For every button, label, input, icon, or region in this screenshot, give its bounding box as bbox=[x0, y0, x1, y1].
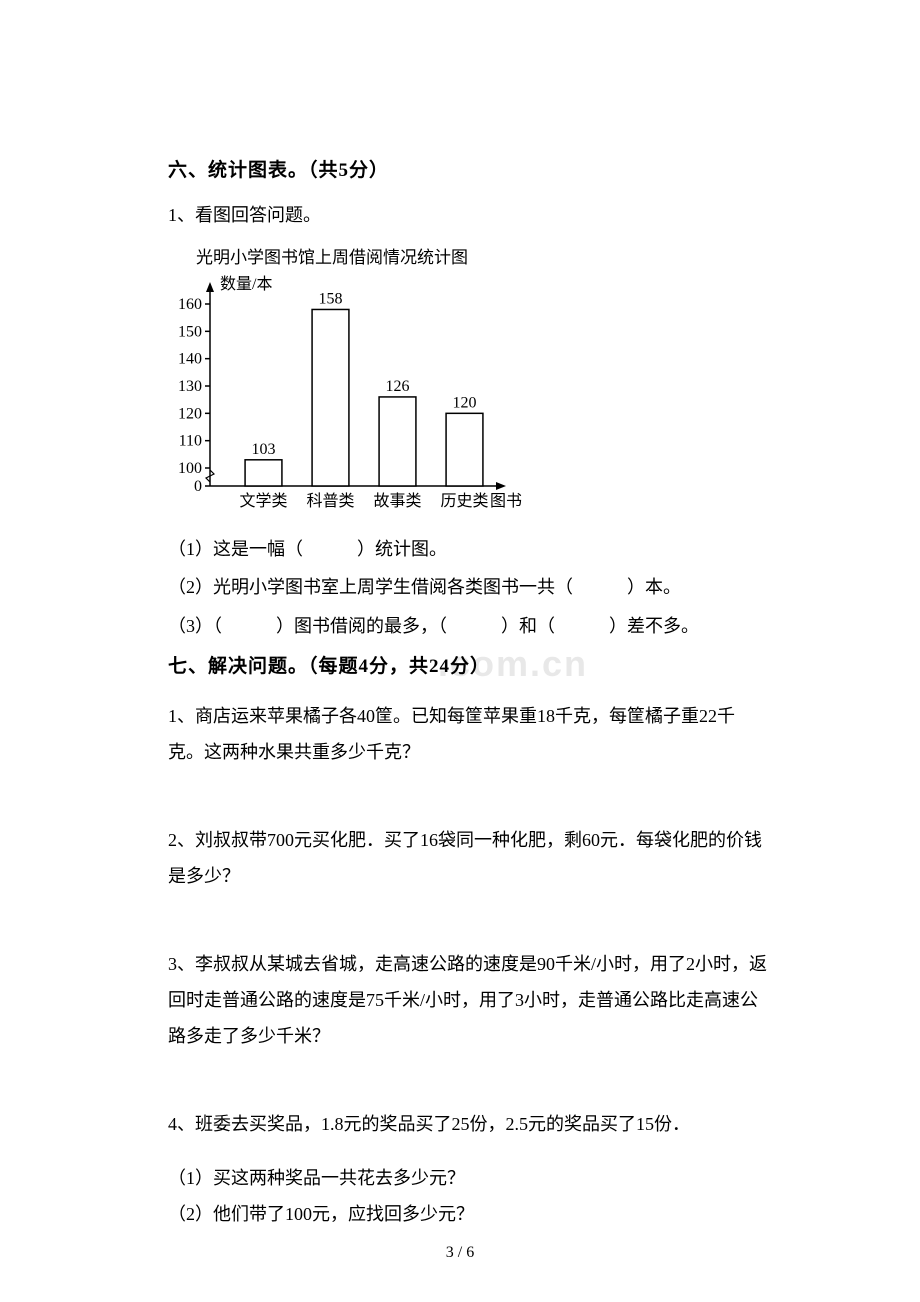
q1-label: 1、看图回答问题。 bbox=[168, 200, 770, 231]
svg-text:150: 150 bbox=[178, 323, 202, 340]
y-axis-title: 数量/本 bbox=[220, 270, 272, 294]
problem-4b: （2）他们带了100元，应找回多少元？ bbox=[168, 1196, 770, 1232]
sub2-suffix: ）本。 bbox=[627, 577, 681, 597]
blank bbox=[573, 577, 627, 597]
svg-text:103: 103 bbox=[252, 440, 276, 457]
problem-3: 3、李叔叔从某城去省城，走高速公路的速度是90千米/小时，用了2小时，返回时走普… bbox=[168, 946, 770, 1054]
svg-text:120: 120 bbox=[453, 394, 477, 411]
svg-text:历史类: 历史类 bbox=[440, 492, 488, 510]
svg-text:140: 140 bbox=[178, 350, 202, 367]
page-number: 3 / 6 bbox=[0, 1244, 920, 1262]
chart-svg: 0100 110 120 130 140 150 160 103 文学类 158 科普类 126 故事类… bbox=[168, 276, 528, 516]
chart-title: 光明小学图书馆上周借阅情况统计图 bbox=[168, 243, 770, 268]
section6-heading: 六、统计图表。（共5分） bbox=[168, 155, 770, 182]
sub3-a: （3）（ bbox=[168, 616, 222, 636]
sub3-b: ）图书借阅的最多，（ bbox=[276, 616, 447, 636]
bar-chart: 数量/本 0100110120130140150160103文学类158科普类1… bbox=[168, 276, 770, 521]
svg-text:160: 160 bbox=[178, 296, 202, 313]
svg-text:130: 130 bbox=[178, 378, 202, 395]
problem-1: 1、商店运来苹果橘子各40筐。已知每筐苹果重18千克，每筐橘子重22千克。这两种… bbox=[168, 698, 770, 770]
blank bbox=[222, 616, 276, 636]
svg-text:110: 110 bbox=[179, 432, 202, 449]
svg-text:图书: 图书 bbox=[490, 492, 522, 510]
svg-text:158: 158 bbox=[319, 290, 343, 307]
svg-text:126: 126 bbox=[386, 378, 410, 395]
problem-2: 2、刘叔叔带700元买化肥．买了16袋同一种化肥，剩60元．每袋化肥的价钱是多少… bbox=[168, 822, 770, 894]
sub2-prefix: （2）光明小学图书室上周学生借阅各类图书一共（ bbox=[168, 577, 573, 597]
sub3-c: ）和（ bbox=[501, 616, 555, 636]
chart-container: 光明小学图书馆上周借阅情况统计图 数量/本 0100 110 120 130 140 15… bbox=[168, 243, 770, 521]
sub-question-1: （1）这是一幅（ ）统计图。 bbox=[168, 535, 770, 564]
svg-text:120: 120 bbox=[178, 405, 202, 422]
problem-4: 4、班委去买奖品，1.8元的奖品买了25份，2.5元的奖品买了15份． bbox=[168, 1106, 770, 1142]
sub-question-3: （3）（ ）图书借阅的最多，（ ）和（ ）差不多。 bbox=[168, 612, 770, 641]
problem-4a: （1）买这两种奖品一共花去多少元？ bbox=[168, 1160, 770, 1196]
blank bbox=[447, 616, 501, 636]
sub-question-2: （2）光明小学图书室上周学生借阅各类图书一共（ ）本。 bbox=[168, 573, 770, 602]
svg-text:科普类: 科普类 bbox=[306, 492, 354, 510]
sub1-prefix: （1）这是一幅（ bbox=[168, 539, 303, 559]
sub1-suffix: ）统计图。 bbox=[357, 539, 447, 559]
svg-text:0: 0 bbox=[194, 478, 202, 495]
sub3-d: ）差不多。 bbox=[609, 616, 699, 636]
blank bbox=[303, 539, 357, 559]
svg-text:100: 100 bbox=[178, 460, 202, 477]
svg-text:文学类: 文学类 bbox=[239, 492, 287, 510]
svg-text:故事类: 故事类 bbox=[373, 492, 421, 510]
blank bbox=[555, 616, 609, 636]
section7-heading-text: 七、解决问题。（每题4分，共24分） bbox=[168, 656, 490, 677]
section7-heading: 七、解决问题。（每题4分，共24分） .com.cn bbox=[168, 651, 770, 678]
